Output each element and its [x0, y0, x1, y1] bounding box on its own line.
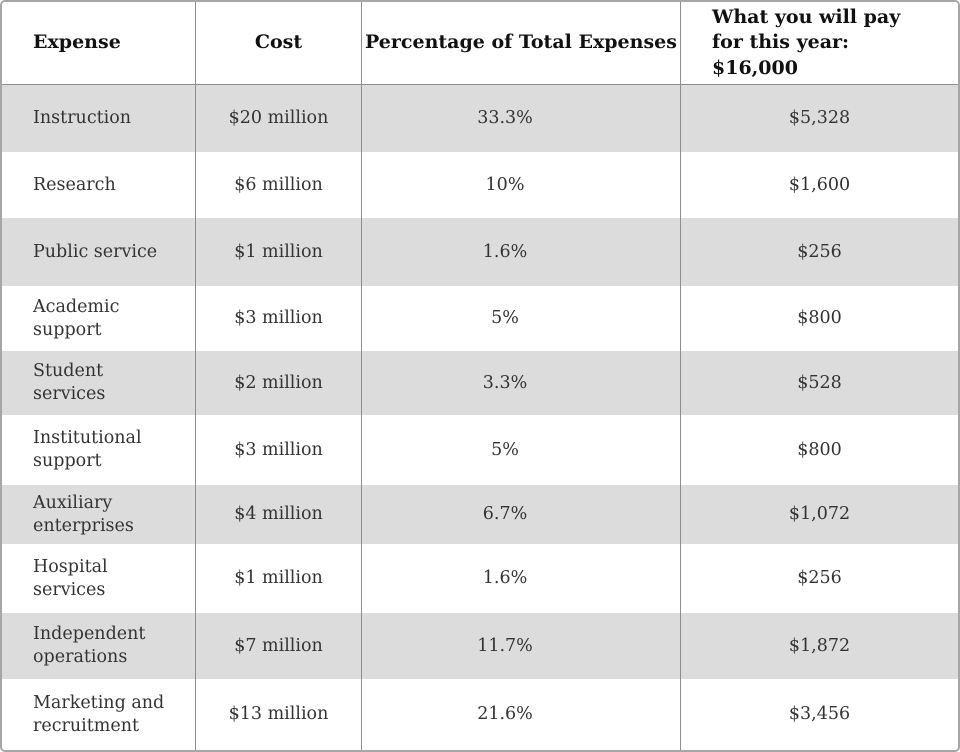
pay-cell: $5,328	[788, 108, 851, 129]
percentage-cell: 10%	[362, 152, 681, 218]
pay-cell: $3,456	[788, 704, 851, 725]
percentage-cell: 1.6%	[362, 544, 681, 613]
column-header-pay: What you will pay for this year: $16,000	[712, 5, 901, 79]
table-row: Public service $1 million 1.6% $256	[2, 218, 958, 286]
cost-cell: $7 million	[196, 613, 362, 679]
cost-cell: $1 million	[196, 544, 362, 613]
table-row: Instruction $20 million 33.3% $5,328	[2, 85, 958, 152]
percentage-cell: 6.7%	[362, 485, 681, 544]
column-header-cost: Cost	[196, 2, 362, 84]
percentage-cell: 21.6%	[362, 679, 681, 750]
table-row: Auxiliary enterprises $4 million 6.7% $1…	[2, 485, 958, 544]
table-row: Marketing and recruitment $13 million 21…	[2, 679, 958, 750]
pay-cell: $528	[797, 372, 842, 393]
table-row: Student services $2 million 3.3% $528	[2, 351, 958, 415]
expense-cell: Academic support	[2, 286, 196, 351]
percentage-cell: 11.7%	[362, 613, 681, 679]
cost-cell: $1 million	[196, 218, 362, 286]
percentage-cell: 33.3%	[362, 85, 681, 152]
cost-cell: $3 million	[196, 286, 362, 351]
cost-cell: $13 million	[196, 679, 362, 750]
pay-cell: $1,072	[788, 504, 851, 525]
expense-cell: Research	[2, 152, 196, 218]
cost-cell: $2 million	[196, 351, 362, 415]
pay-cell: $800	[797, 308, 842, 329]
expense-cell: Hospital services	[2, 544, 196, 613]
table-row: Hospital services $1 million 1.6% $256	[2, 544, 958, 613]
cost-cell: $6 million	[196, 152, 362, 218]
cost-cell: $20 million	[196, 85, 362, 152]
pay-cell: $1,872	[788, 635, 851, 656]
table-row: Institutional support $3 million 5% $800	[2, 415, 958, 485]
table-row: Independent operations $7 million 11.7% …	[2, 613, 958, 679]
percentage-cell: 5%	[362, 286, 681, 351]
expense-cell: Instruction	[2, 85, 196, 152]
pay-cell: $1,600	[788, 174, 851, 195]
percentage-cell: 3.3%	[362, 351, 681, 415]
pay-cell: $256	[797, 241, 842, 262]
table-row: Academic support $3 million 5% $800	[2, 286, 958, 351]
expense-cell: Student services	[2, 351, 196, 415]
table-header-row: Expense Cost Percentage of Total Expense…	[2, 2, 958, 85]
pay-cell: $256	[797, 568, 842, 589]
expense-cell: Institutional support	[2, 415, 196, 485]
cost-cell: $4 million	[196, 485, 362, 544]
table-row: Research $6 million 10% $1,600	[2, 152, 958, 218]
percentage-cell: 1.6%	[362, 218, 681, 286]
column-header-expense: Expense	[2, 2, 196, 84]
expense-cell: Auxiliary enterprises	[2, 485, 196, 544]
percentage-cell: 5%	[362, 415, 681, 485]
pay-cell: $800	[797, 439, 842, 460]
cost-cell: $3 million	[196, 415, 362, 485]
table-body: Instruction $20 million 33.3% $5,328 Res…	[2, 85, 958, 750]
column-header-percentage: Percentage of Total Expenses	[362, 2, 681, 84]
expense-cell: Independent operations	[2, 613, 196, 679]
expense-cell: Public service	[2, 218, 196, 286]
expense-cell: Marketing and recruitment	[2, 679, 196, 750]
